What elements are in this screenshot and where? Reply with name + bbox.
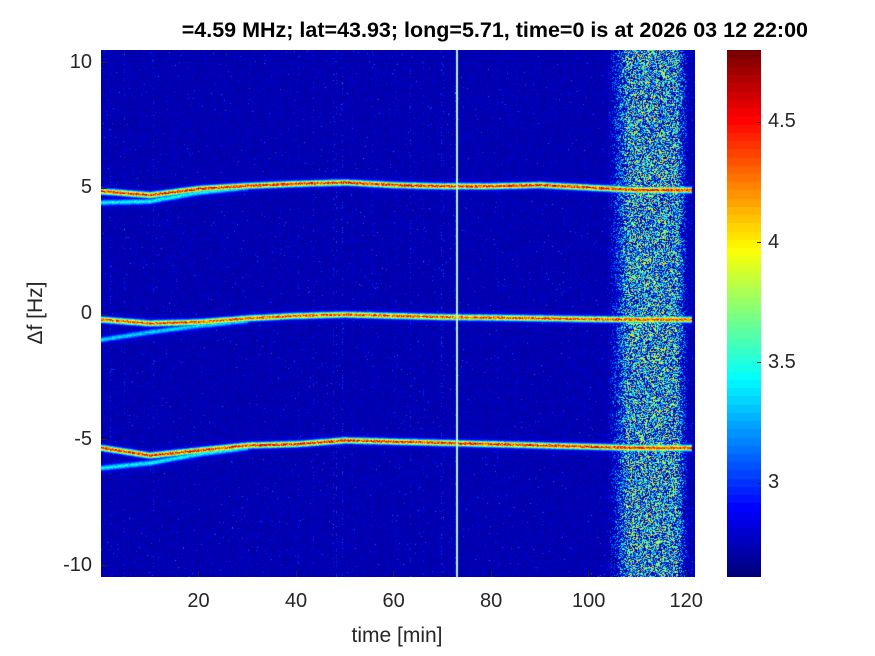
x-tick-label: 120 bbox=[669, 590, 703, 612]
y-tick-label: -5 bbox=[74, 427, 92, 450]
x-tick-label: 20 bbox=[187, 590, 210, 612]
y-tick-mark bbox=[101, 439, 107, 441]
colorbar-tick-label: 4.5 bbox=[768, 110, 796, 133]
y-tick-label: 5 bbox=[80, 176, 92, 199]
y-tick-label: -10 bbox=[63, 553, 92, 576]
colorbar-tick-label: 3 bbox=[768, 471, 780, 494]
x-tick-label: 100 bbox=[571, 590, 606, 612]
x-tick-mark bbox=[685, 571, 687, 577]
x-tick-mark bbox=[198, 571, 200, 577]
y-tick-label: 0 bbox=[80, 302, 92, 325]
colorbar-tick-mark bbox=[757, 482, 761, 484]
x-tick-label: 80 bbox=[480, 590, 503, 612]
colorbar bbox=[727, 50, 761, 577]
x-tick-mark bbox=[588, 571, 590, 577]
y-tick-mark bbox=[101, 187, 107, 189]
y-tick-mark bbox=[101, 565, 107, 567]
x-axis-label: time [min] bbox=[351, 624, 443, 647]
colorbar-tick-label: 3.5 bbox=[768, 350, 796, 373]
y-tick-mark bbox=[101, 313, 107, 315]
x-tick-mark bbox=[490, 571, 492, 577]
colorbar-tick-mark bbox=[757, 242, 761, 243]
x-tick-label: 60 bbox=[382, 590, 405, 612]
spectrogram-plot-area bbox=[101, 50, 695, 577]
y-axis-label: Δf [Hz] bbox=[24, 281, 47, 345]
y-tick-mark bbox=[101, 62, 107, 64]
chart-title: =4.59 MHz; lat=43.93; long=5.71, time=0 … bbox=[181, 18, 808, 42]
colorbar-tick-label: 4 bbox=[768, 230, 780, 253]
colorbar-tick-mark bbox=[757, 121, 761, 123]
x-tick-label: 40 bbox=[284, 590, 308, 612]
x-tick-mark bbox=[393, 571, 395, 577]
x-tick-mark bbox=[295, 571, 297, 577]
colorbar-tick-mark bbox=[757, 362, 761, 364]
y-tick-label: 10 bbox=[69, 50, 92, 73]
